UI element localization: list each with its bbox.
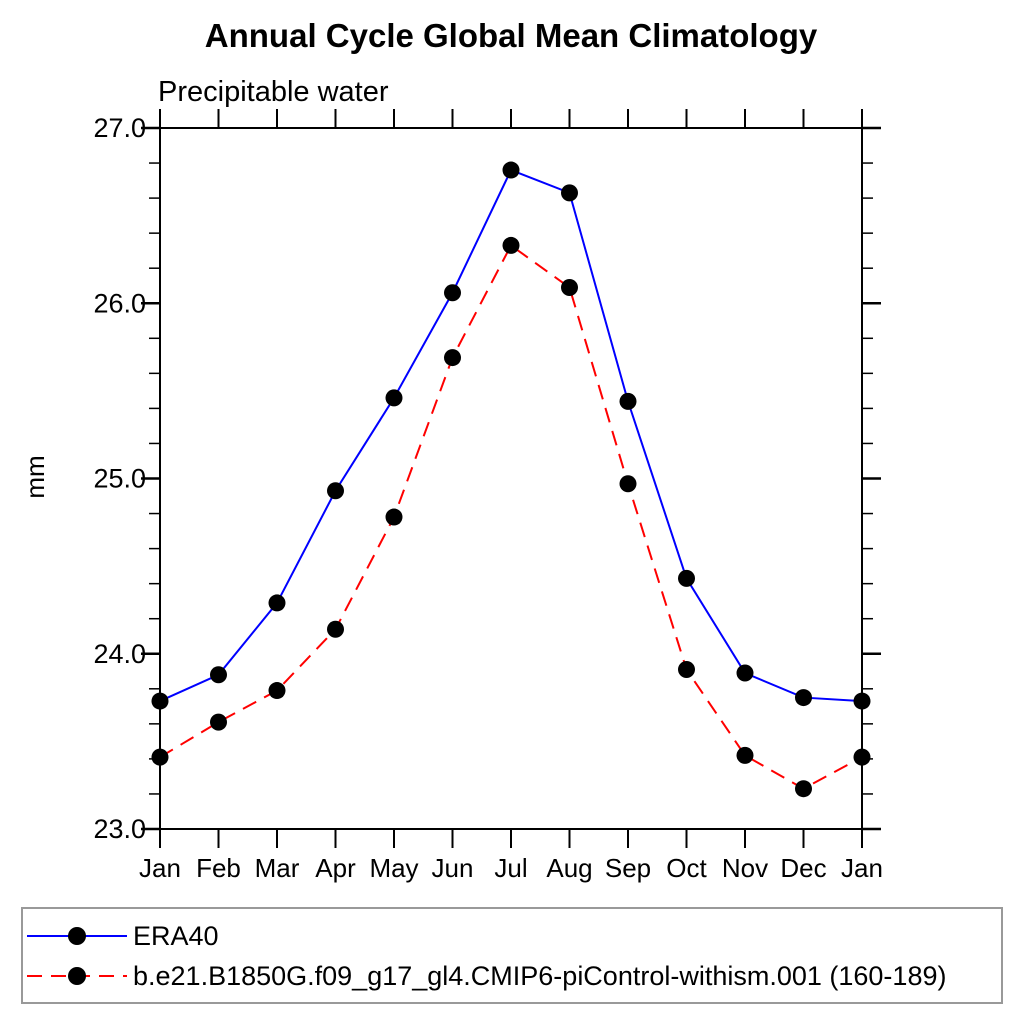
data-point-marker bbox=[561, 278, 578, 296]
y-tick-label: 26.0 bbox=[93, 288, 146, 318]
x-tick-labels: Jan Feb Mar Apr May Jun Jul Aug Sep Oct Nov Dec Jan bbox=[139, 853, 883, 883]
data-point-marker bbox=[210, 713, 227, 731]
data-series bbox=[151, 161, 871, 798]
data-point-marker bbox=[151, 692, 169, 710]
y-tick-label: 23.0 bbox=[93, 814, 146, 844]
legend: ERA40 b.e21.B1850G.f09_g17_gl4.CMIP6-piC… bbox=[21, 907, 1003, 1004]
legend-keys bbox=[27, 927, 127, 985]
x-tick-label: Apr bbox=[315, 853, 356, 883]
y-tick-label: 25.0 bbox=[93, 464, 146, 494]
legend-box bbox=[21, 907, 1003, 1004]
x-tick-label: Jun bbox=[432, 853, 474, 883]
y-axis-label: mm bbox=[20, 455, 50, 498]
x-tick-label: Mar bbox=[255, 853, 300, 883]
data-point-marker bbox=[561, 184, 578, 202]
y-tick-labels: 23.0 24.0 25.0 26.0 27.0 bbox=[93, 113, 146, 844]
data-point-marker bbox=[444, 284, 461, 302]
x-tick-label: Dec bbox=[780, 853, 826, 883]
data-point-marker bbox=[853, 692, 871, 710]
data-point-marker bbox=[327, 620, 344, 638]
x-tick-label: Nov bbox=[722, 853, 768, 883]
data-point-marker bbox=[385, 389, 403, 407]
data-point-marker bbox=[795, 780, 812, 798]
data-point-marker bbox=[210, 666, 227, 684]
chart-title: Annual Cycle Global Mean Climatology bbox=[205, 17, 818, 54]
data-point-marker bbox=[736, 746, 754, 764]
x-tick-label: Oct bbox=[666, 853, 707, 883]
data-point-marker bbox=[853, 748, 871, 766]
data-point-marker bbox=[502, 161, 520, 179]
x-tick-label: Feb bbox=[196, 853, 241, 883]
data-point-marker bbox=[444, 349, 461, 367]
x-tick-label: Jan bbox=[139, 853, 181, 883]
data-point-marker bbox=[619, 392, 637, 410]
data-point-marker bbox=[736, 664, 754, 682]
data-point-marker bbox=[327, 482, 344, 500]
data-point-marker bbox=[502, 236, 520, 254]
y-tick-label: 24.0 bbox=[93, 639, 146, 669]
x-tick-label: Jul bbox=[494, 853, 527, 883]
data-point-marker bbox=[619, 475, 637, 493]
data-point-marker bbox=[268, 682, 286, 700]
legend-label-model: b.e21.B1850G.f09_g17_gl4.CMIP6-piControl… bbox=[133, 961, 946, 991]
axis-ticks bbox=[141, 109, 881, 848]
chart-subtitle: Precipitable water bbox=[158, 76, 389, 108]
legend-key-marker-1 bbox=[68, 967, 86, 985]
data-point-marker bbox=[795, 689, 812, 707]
x-tick-label: Jan bbox=[841, 853, 883, 883]
data-point-marker bbox=[678, 661, 695, 679]
legend-label-era40: ERA40 bbox=[133, 921, 219, 951]
data-point-marker bbox=[385, 508, 403, 526]
plot-frame bbox=[159, 127, 863, 830]
x-tick-label: Aug bbox=[546, 853, 592, 883]
data-point-marker bbox=[268, 594, 286, 612]
y-tick-label: 27.0 bbox=[93, 113, 146, 143]
x-tick-label: May bbox=[369, 853, 418, 883]
data-point-marker bbox=[678, 569, 695, 587]
legend-key-marker-0 bbox=[68, 927, 86, 945]
series-line-1 bbox=[159, 243, 863, 790]
x-tick-label: Sep bbox=[605, 853, 651, 883]
data-point-marker bbox=[151, 748, 169, 766]
